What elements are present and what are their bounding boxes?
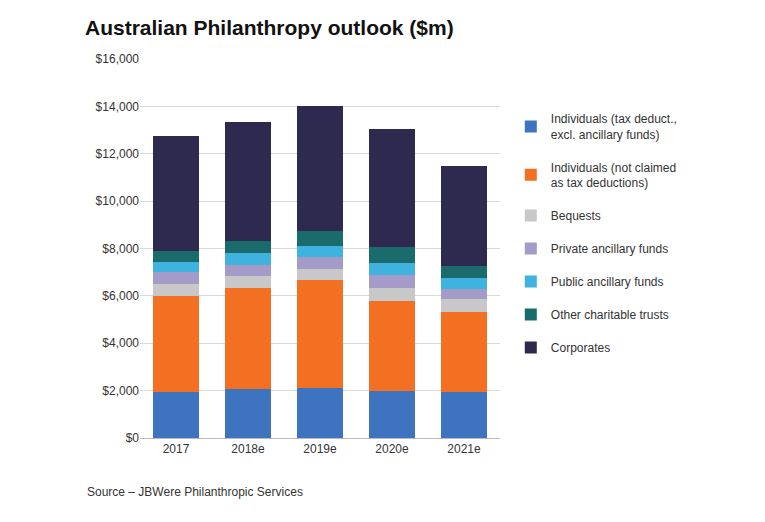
svg-text:2020e: 2020e — [375, 442, 409, 456]
svg-text:Corporates: Corporates — [551, 341, 610, 355]
svg-text:Individuals (tax deduct.,excl.: Individuals (tax deduct.,excl. ancillary… — [551, 112, 677, 142]
svg-text:Bequests: Bequests — [551, 209, 601, 223]
svg-text:$2,000: $2,000 — [102, 384, 139, 398]
svg-text:$14,000: $14,000 — [96, 100, 140, 114]
svg-text:$8,000: $8,000 — [102, 242, 139, 256]
svg-text:$4,000: $4,000 — [102, 336, 139, 350]
svg-text:2017: 2017 — [163, 442, 190, 456]
svg-text:$12,000: $12,000 — [96, 147, 140, 161]
svg-text:$0: $0 — [126, 431, 140, 445]
svg-text:2019e: 2019e — [303, 442, 337, 456]
svg-text:$10,000: $10,000 — [96, 194, 140, 208]
svg-text:Source – JBWere Philanthropic: Source – JBWere Philanthropic Services — [87, 485, 303, 499]
svg-text:Private ancillary funds: Private ancillary funds — [551, 242, 668, 256]
svg-text:Public ancillary funds: Public ancillary funds — [551, 275, 664, 289]
svg-text:Other charitable trusts: Other charitable trusts — [551, 308, 669, 322]
svg-text:2018e: 2018e — [231, 442, 265, 456]
svg-text:$16,000: $16,000 — [96, 52, 140, 66]
svg-text:2021e: 2021e — [447, 442, 481, 456]
svg-text:$6,000: $6,000 — [102, 289, 139, 303]
svg-text:Australian Philanthropy outloo: Australian Philanthropy outlook ($m) — [85, 16, 454, 39]
svg-text:Individuals (not claimedas tax: Individuals (not claimedas tax deduction… — [551, 161, 676, 191]
